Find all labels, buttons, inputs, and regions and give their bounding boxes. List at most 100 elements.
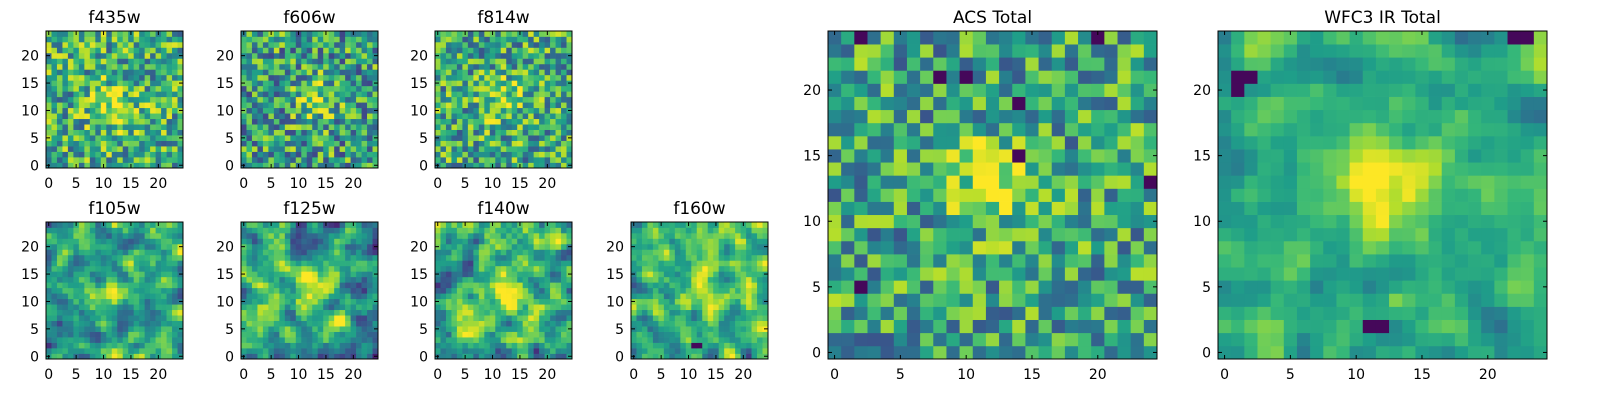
heatmap-cell bbox=[511, 227, 518, 234]
heatmap-cell bbox=[506, 337, 513, 343]
heatmap-cell bbox=[51, 227, 58, 234]
heatmap-cell bbox=[674, 222, 681, 228]
heatmap-cell bbox=[456, 260, 463, 267]
heatmap-cell bbox=[746, 326, 752, 332]
heatmap-cell bbox=[647, 326, 654, 332]
heatmap-cell bbox=[100, 348, 107, 354]
heatmap-cell bbox=[528, 31, 534, 37]
heatmap-cell bbox=[334, 85, 340, 92]
heatmap-cell bbox=[735, 265, 741, 272]
heatmap-cell bbox=[262, 96, 269, 103]
panel-title: f160w bbox=[673, 199, 725, 219]
heatmap-cell bbox=[435, 63, 441, 70]
heatmap-cell bbox=[73, 331, 80, 338]
heatmap-cell bbox=[740, 309, 747, 316]
heatmap-cell bbox=[301, 151, 308, 158]
heatmap-cell bbox=[724, 298, 730, 305]
heatmap-cell bbox=[539, 271, 545, 278]
heatmap-cell bbox=[1091, 162, 1105, 176]
heatmap-cell bbox=[440, 102, 447, 109]
heatmap-cell bbox=[451, 238, 458, 245]
heatmap-cell bbox=[1117, 227, 1132, 242]
heatmap-cell bbox=[155, 309, 162, 316]
heatmap-cell bbox=[735, 342, 741, 349]
heatmap-cell bbox=[867, 332, 881, 347]
heatmap-cell bbox=[290, 63, 297, 70]
heatmap-cell bbox=[257, 102, 264, 109]
x-tick-label: 15 bbox=[122, 176, 140, 192]
heatmap-cell bbox=[323, 69, 330, 76]
heatmap-cell bbox=[84, 47, 91, 54]
heatmap-cell bbox=[268, 304, 275, 311]
heatmap-cell bbox=[550, 222, 556, 228]
heatmap-cell bbox=[933, 254, 947, 268]
heatmap-cell bbox=[133, 91, 140, 98]
heatmap-cell bbox=[350, 41, 357, 48]
heatmap-cell bbox=[139, 227, 145, 234]
heatmap-cell bbox=[367, 293, 373, 300]
heatmap-cell bbox=[972, 227, 987, 242]
heatmap-cell bbox=[117, 326, 124, 332]
heatmap-cell bbox=[317, 31, 324, 37]
heatmap-cell bbox=[566, 31, 573, 37]
heatmap-cell bbox=[906, 227, 921, 242]
heatmap-cell bbox=[46, 331, 52, 338]
heatmap-cell bbox=[62, 249, 69, 256]
heatmap-cell bbox=[334, 47, 340, 54]
heatmap-cell bbox=[500, 249, 507, 256]
heatmap-cell bbox=[566, 58, 573, 65]
heatmap-cell bbox=[262, 80, 269, 87]
heatmap-cell bbox=[67, 348, 74, 354]
heatmap-cell bbox=[757, 348, 763, 354]
heatmap-cell bbox=[268, 326, 275, 332]
heatmap-cell bbox=[161, 146, 167, 152]
heatmap-cell bbox=[328, 96, 335, 103]
heatmap-cell bbox=[306, 135, 313, 141]
heatmap-cell bbox=[51, 135, 58, 141]
heatmap-cell bbox=[696, 271, 703, 278]
heatmap-cell bbox=[133, 287, 140, 294]
heatmap-cell bbox=[933, 267, 947, 281]
heatmap-cell bbox=[166, 36, 173, 43]
heatmap-cell bbox=[473, 331, 480, 338]
heatmap-cell bbox=[306, 353, 313, 360]
heatmap-cell bbox=[906, 267, 921, 281]
heatmap-cell bbox=[100, 315, 107, 321]
heatmap-cell bbox=[133, 74, 140, 81]
heatmap-cell bbox=[484, 124, 491, 130]
heatmap-cell bbox=[440, 227, 447, 234]
heatmap-cell bbox=[440, 107, 447, 114]
heatmap-cell bbox=[528, 91, 534, 98]
heatmap-cell bbox=[150, 113, 156, 120]
heatmap-cell bbox=[696, 293, 703, 300]
heatmap-cell bbox=[273, 337, 280, 343]
heatmap-cell bbox=[658, 309, 665, 316]
heatmap-cell bbox=[506, 293, 513, 300]
heatmap-cell bbox=[150, 157, 156, 163]
heatmap-cell bbox=[144, 222, 151, 228]
heatmap-cell bbox=[674, 227, 681, 234]
heatmap-cell bbox=[273, 254, 280, 261]
heatmap-cell bbox=[456, 298, 463, 305]
heatmap-cell bbox=[262, 254, 269, 261]
heatmap-cell bbox=[506, 271, 513, 278]
heatmap-cell bbox=[251, 96, 258, 103]
heatmap-cell bbox=[685, 298, 692, 305]
heatmap-cell bbox=[62, 63, 69, 70]
heatmap-cell bbox=[350, 47, 357, 54]
heatmap-cell bbox=[999, 240, 1013, 255]
heatmap-cell bbox=[117, 309, 124, 316]
heatmap-cell bbox=[78, 304, 85, 311]
heatmap-cell bbox=[906, 293, 921, 307]
heatmap-cell bbox=[372, 282, 379, 289]
heatmap-cell bbox=[345, 102, 351, 109]
heatmap-cell bbox=[51, 118, 58, 125]
heatmap-cell bbox=[106, 58, 113, 65]
heatmap-cell bbox=[84, 243, 91, 250]
heatmap-cell bbox=[674, 353, 681, 360]
heatmap-cell bbox=[290, 271, 297, 278]
heatmap-cell bbox=[1038, 345, 1053, 360]
heatmap-cell bbox=[669, 282, 676, 289]
heatmap-cell bbox=[128, 91, 135, 98]
